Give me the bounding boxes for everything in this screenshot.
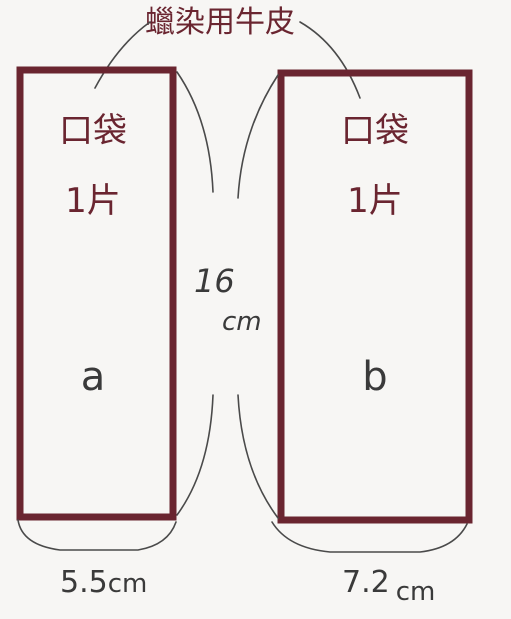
- height-value: 16: [194, 262, 235, 300]
- width-a-unit: cm: [108, 569, 148, 599]
- width-label-a: 5.5cm: [60, 565, 147, 600]
- title-leader-left: [94, 21, 151, 89]
- width-bracket-b: [271, 521, 468, 553]
- pattern-piece-b: 口袋 1片 b: [277, 69, 473, 524]
- pattern-piece-a: 口袋 1片 a: [16, 66, 177, 521]
- width-label-b: 7.2 cm: [342, 565, 435, 607]
- svg-text:5.5cm: 5.5cm: [60, 565, 147, 600]
- title-leader-right: [299, 21, 361, 99]
- height-bracket-right-bottom: [237, 394, 279, 519]
- piece-b-name: 口袋: [341, 111, 409, 151]
- svg-text:7.2cm: 7.2 cm: [342, 565, 435, 607]
- width-a-value: 5.5: [60, 565, 108, 600]
- piece-b-letter: b: [362, 354, 387, 400]
- piece-b-outline: [277, 69, 473, 524]
- width-b-value: 7.2: [342, 565, 390, 600]
- material-title: 蠟染用牛皮: [145, 5, 295, 40]
- width-bracket-a: [17, 519, 177, 551]
- width-b-unit: cm: [396, 577, 436, 607]
- height-bracket-left-bottom: [176, 394, 214, 516]
- piece-a-letter: a: [81, 354, 106, 400]
- height-unit: cm: [222, 307, 262, 337]
- height-bracket-right-top: [237, 74, 279, 199]
- piece-a-quantity: 1片: [65, 181, 121, 221]
- piece-a-name: 口袋: [59, 111, 127, 151]
- piece-a-outline: [16, 66, 177, 521]
- piece-b-quantity: 1片: [347, 181, 403, 221]
- height-bracket-left-top: [176, 71, 214, 193]
